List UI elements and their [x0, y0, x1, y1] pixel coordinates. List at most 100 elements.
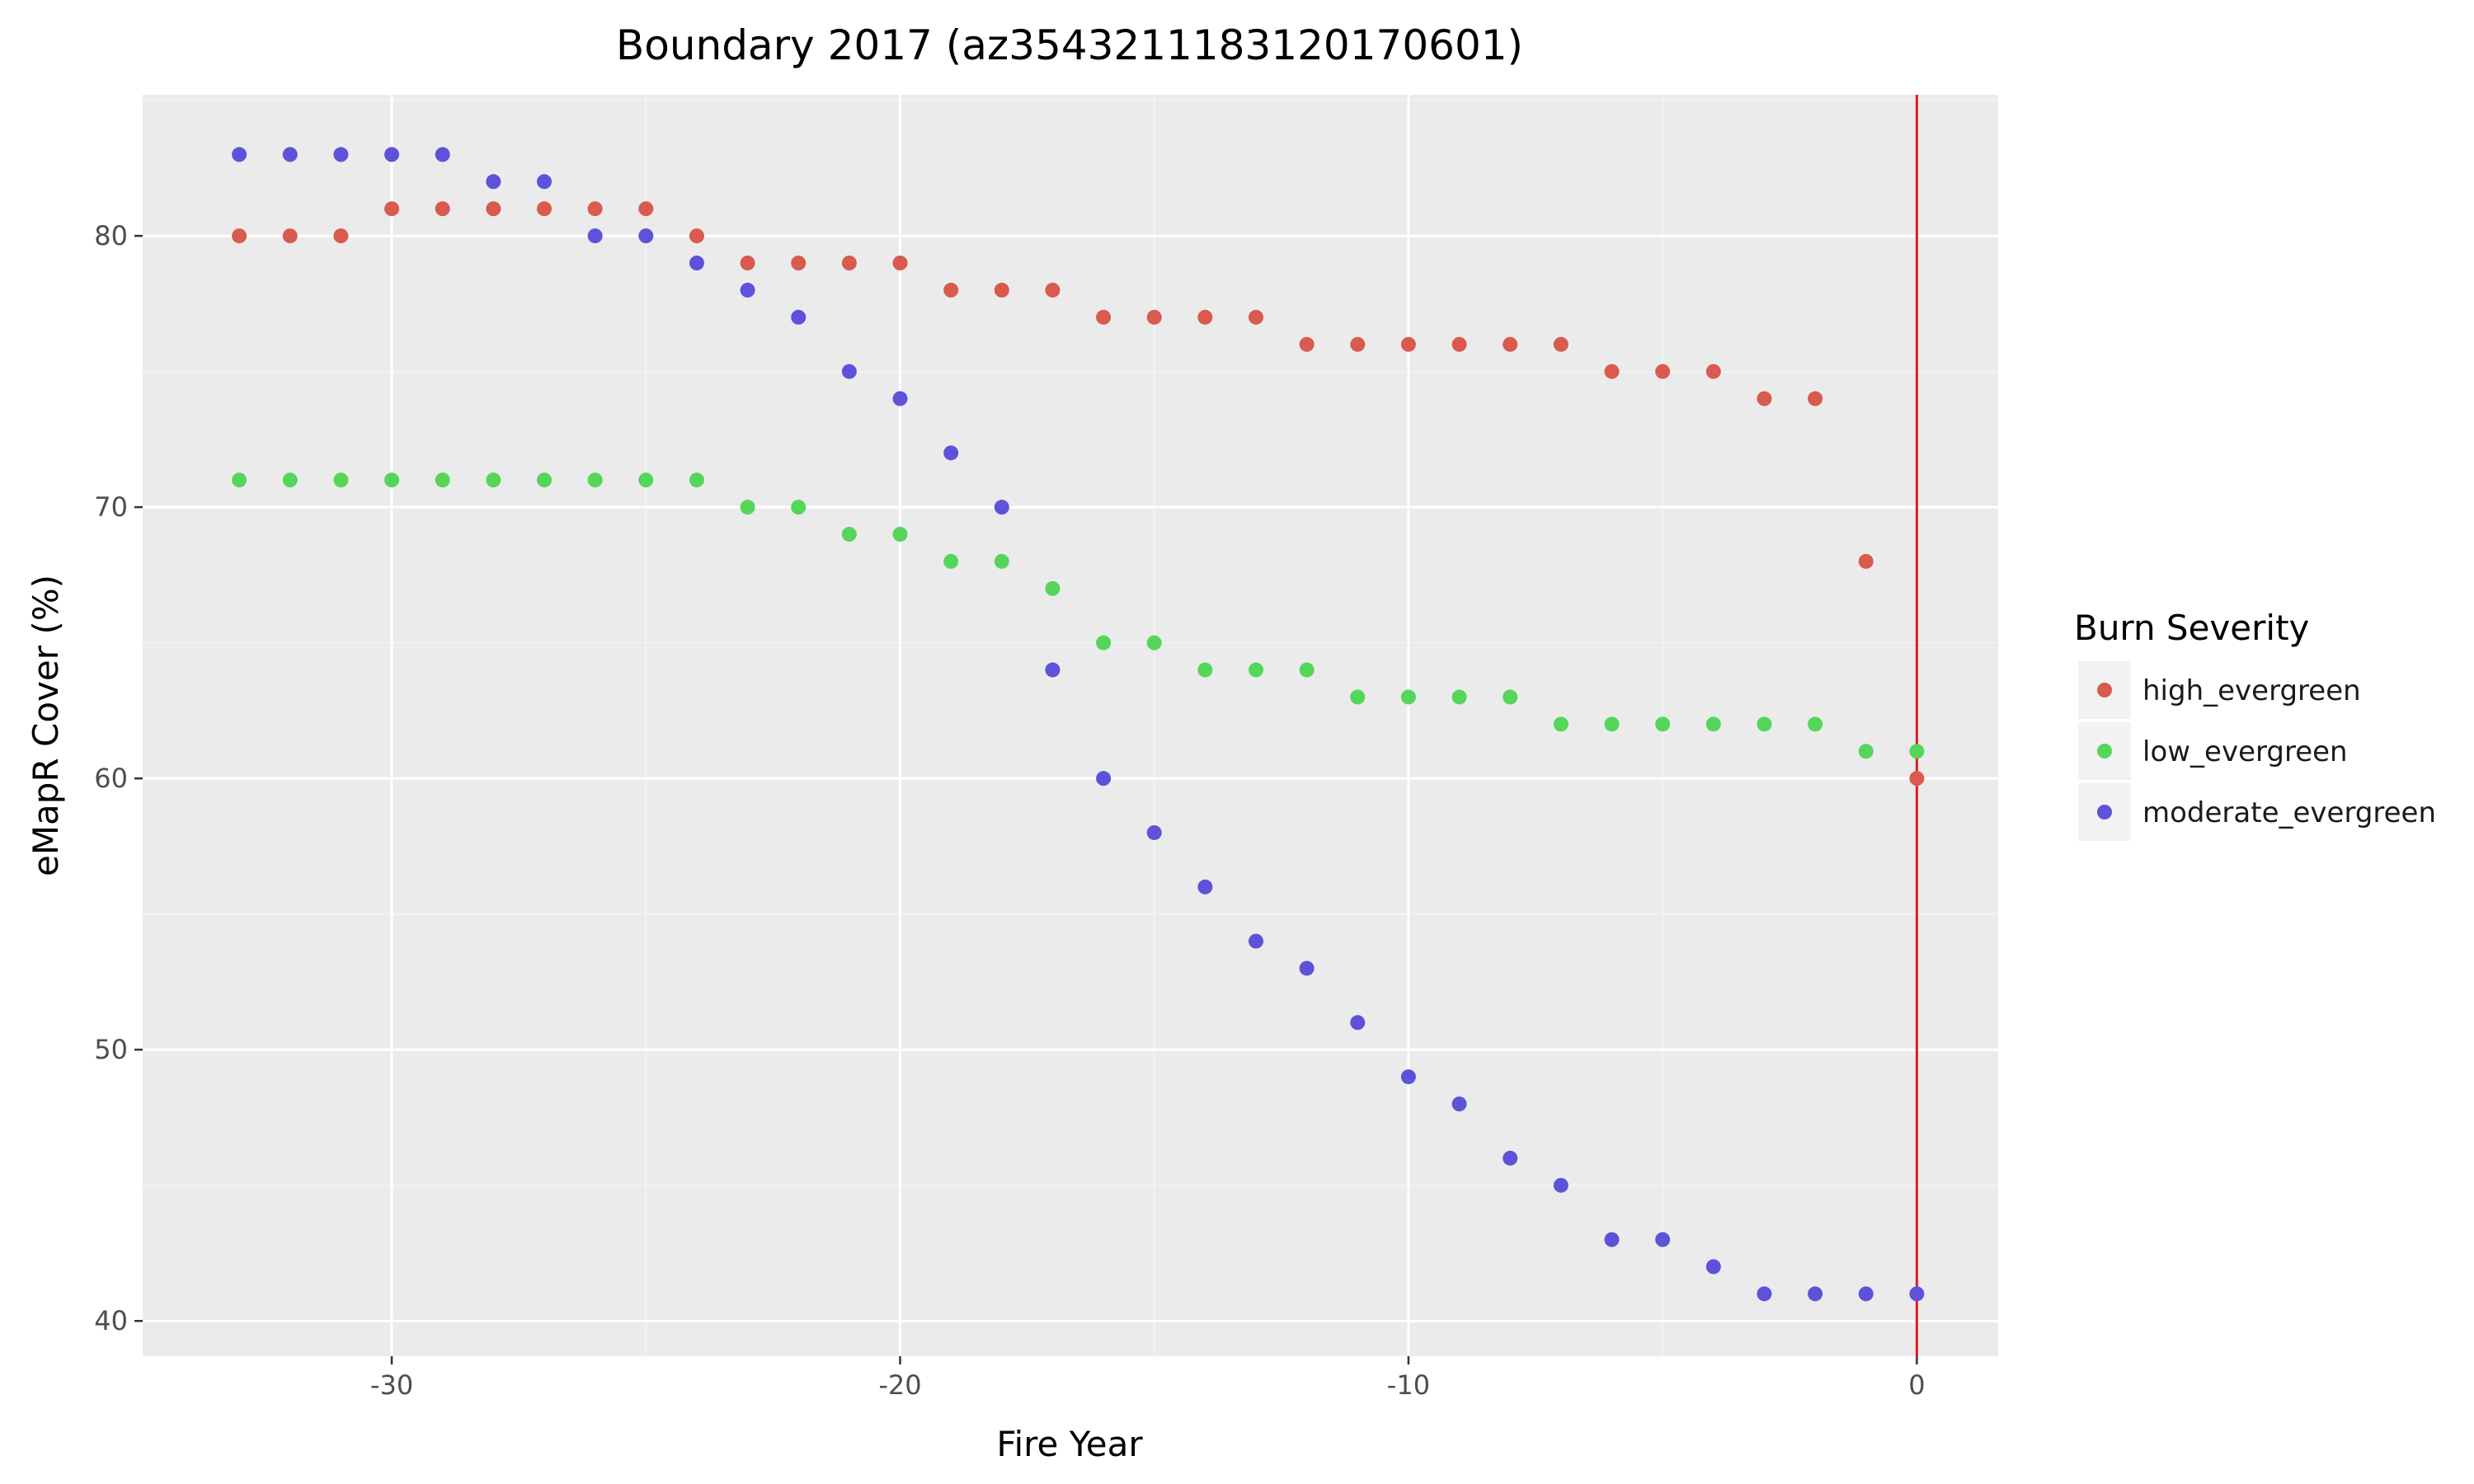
data-points: [232, 147, 1925, 1302]
data-point-high_evergreen: [1553, 336, 1569, 352]
data-point-high_evergreen: [1197, 309, 1213, 325]
x-axis-title: Fire Year: [996, 1424, 1143, 1464]
data-point-high_evergreen: [1909, 771, 1925, 787]
data-point-high_evergreen: [1350, 336, 1366, 352]
data-point-high_evergreen: [1045, 282, 1061, 298]
y-tick-label: 80: [94, 220, 128, 251]
data-point-moderate_evergreen: [384, 147, 400, 162]
x-tick-label: -20: [878, 1369, 921, 1401]
legend-key-marker: [2097, 683, 2112, 697]
data-point-low_evergreen: [740, 500, 755, 515]
data-point-low_evergreen: [1705, 716, 1721, 732]
y-axis-ticks: 40 50 60 70 80: [94, 220, 143, 1336]
data-point-low_evergreen: [1096, 635, 1112, 650]
data-point-low_evergreen: [1451, 689, 1467, 705]
data-point-low_evergreen: [1400, 689, 1416, 705]
data-point-low_evergreen: [892, 527, 908, 542]
data-point-low_evergreen: [841, 527, 857, 542]
data-point-moderate_evergreen: [1197, 879, 1213, 895]
x-tick-label: 0: [1908, 1369, 1925, 1401]
x-tick-label: -30: [370, 1369, 413, 1401]
series-low_evergreen: [232, 472, 1925, 759]
data-point-low_evergreen: [1604, 716, 1620, 732]
major-gridlines: [143, 95, 1998, 1356]
data-point-low_evergreen: [536, 472, 552, 488]
data-point-high_evergreen: [587, 201, 603, 217]
data-point-high_evergreen: [841, 256, 857, 270]
data-point-moderate_evergreen: [1096, 771, 1112, 787]
data-point-low_evergreen: [1197, 662, 1213, 678]
data-point-high_evergreen: [486, 201, 501, 217]
data-point-low_evergreen: [333, 472, 349, 488]
data-point-high_evergreen: [994, 282, 1009, 298]
data-point-moderate_evergreen: [841, 364, 857, 379]
series-high_evergreen: [232, 201, 1925, 787]
legend-key-marker: [2097, 744, 2112, 758]
data-point-moderate_evergreen: [1503, 1150, 1518, 1166]
data-point-low_evergreen: [1808, 716, 1823, 732]
data-point-moderate_evergreen: [740, 282, 755, 298]
data-point-moderate_evergreen: [232, 147, 247, 162]
data-point-moderate_evergreen: [333, 147, 349, 162]
legend: Burn Severity high_evergreen low_evergree…: [2074, 608, 2436, 841]
data-point-moderate_evergreen: [1146, 824, 1162, 840]
data-point-high_evergreen: [1451, 336, 1467, 352]
data-point-high_evergreen: [1096, 309, 1112, 325]
data-point-high_evergreen: [1808, 391, 1823, 406]
data-point-moderate_evergreen: [587, 228, 603, 244]
legend-label: low_evergreen: [2142, 735, 2348, 768]
data-point-low_evergreen: [282, 472, 298, 488]
data-point-low_evergreen: [1299, 662, 1315, 678]
x-axis-ticks: -30 -20 -10 0: [370, 1356, 1926, 1401]
data-point-moderate_evergreen: [689, 256, 704, 270]
data-point-moderate_evergreen: [1858, 1286, 1874, 1302]
data-point-low_evergreen: [943, 553, 959, 569]
data-point-low_evergreen: [638, 472, 654, 488]
data-point-moderate_evergreen: [486, 174, 501, 190]
data-point-moderate_evergreen: [282, 147, 298, 162]
data-point-low_evergreen: [1655, 716, 1671, 732]
data-point-low_evergreen: [791, 500, 807, 515]
data-point-high_evergreen: [1146, 309, 1162, 325]
data-point-moderate_evergreen: [1400, 1069, 1416, 1085]
data-point-high_evergreen: [384, 201, 400, 217]
data-point-high_evergreen: [1858, 553, 1874, 569]
plot-panel: [143, 95, 1998, 1356]
data-point-moderate_evergreen: [791, 309, 807, 325]
data-point-high_evergreen: [1249, 309, 1263, 325]
data-point-high_evergreen: [1757, 391, 1772, 406]
data-point-moderate_evergreen: [1249, 933, 1263, 949]
y-axis-title: eMapR Cover (%): [26, 575, 66, 876]
data-point-moderate_evergreen: [1909, 1286, 1925, 1302]
data-point-moderate_evergreen: [1655, 1232, 1671, 1247]
legend-label: high_evergreen: [2142, 674, 2361, 707]
data-point-moderate_evergreen: [1757, 1286, 1772, 1302]
data-point-low_evergreen: [1249, 662, 1263, 678]
data-point-high_evergreen: [232, 228, 247, 244]
data-point-high_evergreen: [536, 201, 552, 217]
y-tick-label: 70: [94, 491, 128, 523]
data-point-low_evergreen: [435, 472, 450, 488]
legend-items: high_evergreen low_evergreen moderate_ever…: [2078, 661, 2436, 841]
data-point-high_evergreen: [435, 201, 450, 217]
data-point-high_evergreen: [282, 228, 298, 244]
data-point-moderate_evergreen: [1604, 1232, 1620, 1247]
y-tick-label: 40: [94, 1305, 128, 1336]
data-point-moderate_evergreen: [1299, 960, 1315, 976]
legend-item-moderate_evergreen: moderate_evergreen: [2078, 783, 2436, 841]
data-point-low_evergreen: [1045, 580, 1061, 596]
data-point-high_evergreen: [740, 256, 755, 270]
data-point-moderate_evergreen: [638, 228, 654, 244]
data-point-low_evergreen: [486, 472, 501, 488]
data-point-high_evergreen: [1299, 336, 1315, 352]
data-point-moderate_evergreen: [943, 445, 959, 461]
data-point-high_evergreen: [791, 256, 807, 270]
y-tick-label: 50: [94, 1034, 128, 1065]
data-point-low_evergreen: [1909, 744, 1925, 759]
data-point-low_evergreen: [689, 472, 704, 488]
data-point-moderate_evergreen: [435, 147, 450, 162]
data-point-low_evergreen: [1503, 689, 1518, 705]
data-point-moderate_evergreen: [536, 174, 552, 190]
data-point-moderate_evergreen: [1705, 1259, 1721, 1275]
